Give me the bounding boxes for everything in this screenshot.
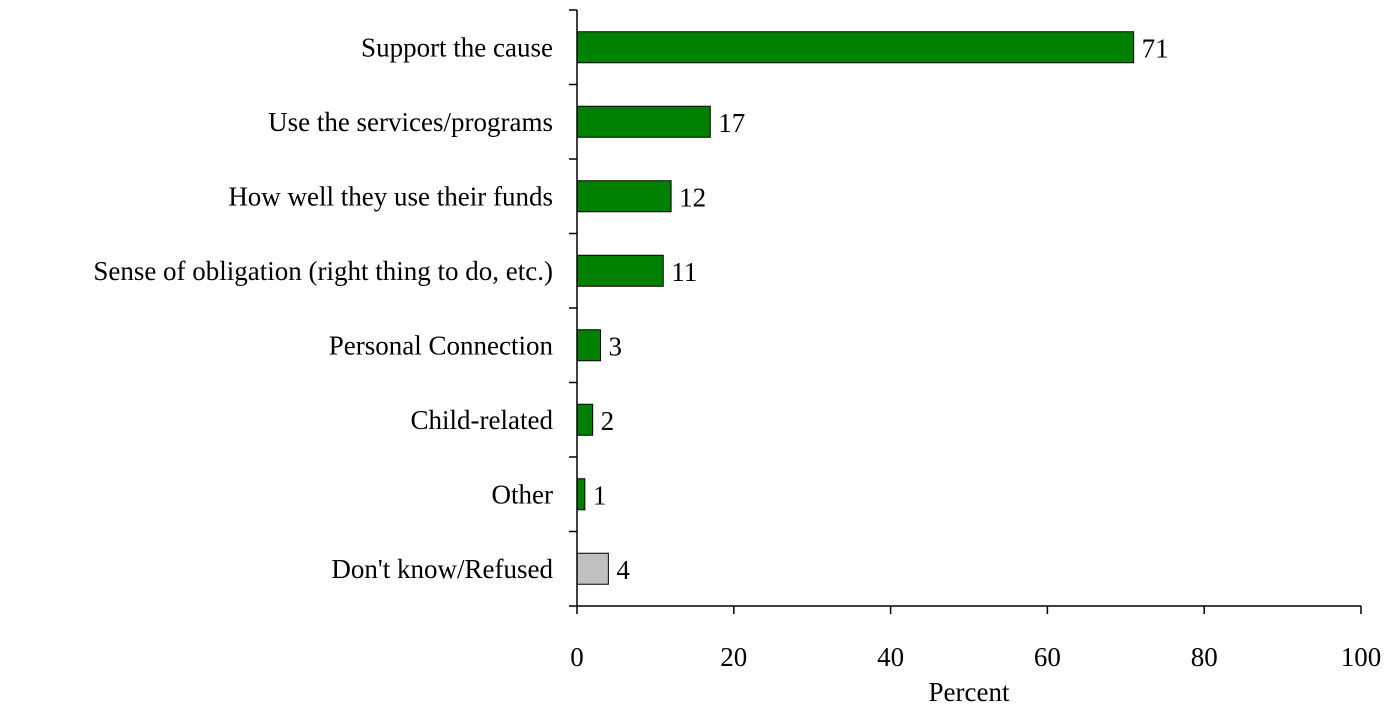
category-label: Use the services/programs (268, 107, 553, 137)
x-tick-label: 80 (1191, 642, 1218, 672)
bar (576, 180, 672, 213)
bar (576, 403, 594, 436)
data-label: 1 (593, 480, 607, 510)
category-label: Sense of obligation (right thing to do, … (93, 256, 553, 286)
bar (576, 552, 609, 585)
category-label: Personal Connection (329, 330, 554, 360)
axes-group (576, 10, 1361, 607)
category-label: Child-related (411, 405, 554, 435)
data-label: 71 (1142, 33, 1169, 63)
category-label: Don't know/Refused (331, 554, 553, 584)
category-label: How well they use their funds (228, 181, 553, 211)
bar (576, 31, 1135, 64)
x-tick-label: 20 (720, 642, 747, 672)
category-label: Other (492, 479, 553, 509)
data-label: 11 (671, 257, 697, 287)
data-label: 17 (718, 108, 745, 138)
data-label: 4 (616, 555, 630, 585)
x-tick-label: 0 (570, 642, 584, 672)
x-tick-label: 40 (877, 642, 904, 672)
bar (576, 105, 711, 138)
data-label: 12 (679, 182, 706, 212)
bar (576, 254, 664, 287)
bar (576, 478, 586, 511)
x-tick-label: 60 (1034, 642, 1061, 672)
x-axis-title: Percent (929, 677, 1010, 707)
bar (576, 329, 602, 362)
ticks-group (569, 9, 1362, 614)
bars-group (576, 31, 1135, 585)
data-label: 2 (601, 406, 615, 436)
x-tick-label: 100 (1341, 642, 1382, 672)
labels-group: Support the cause 71 Use the services/prog… (93, 32, 1381, 672)
category-label: Support the cause (361, 32, 553, 62)
data-label: 3 (609, 331, 623, 361)
